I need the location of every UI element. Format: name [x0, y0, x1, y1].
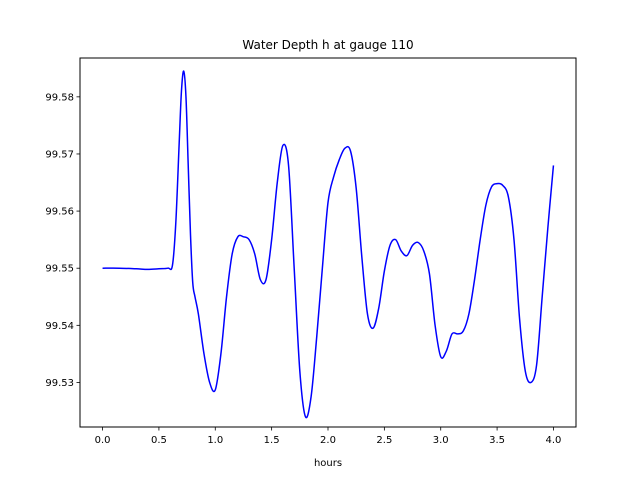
y-axis: 99.53 99.54 99.55 99.56 99.57 99.58: [45, 92, 80, 389]
x-tick-label: 2.0: [320, 435, 336, 446]
x-axis: 0.0 0.5 1.0 1.5 2.0 2.5 3.0 3.5 4.0: [95, 427, 562, 446]
x-tick-label: 1.0: [207, 435, 223, 446]
plot-area: [102, 70, 555, 419]
x-tick-label: 4.0: [546, 435, 562, 446]
series-line-0: [102, 70, 555, 419]
x-axis-label: hours: [314, 458, 342, 469]
y-tick-label: 99.56: [45, 207, 74, 218]
x-tick-label: 0.5: [151, 435, 167, 446]
axes-frame: [79, 57, 577, 428]
x-tick-label: 3.0: [433, 435, 449, 446]
x-tick-label: 2.5: [376, 435, 392, 446]
y-tick-label: 99.57: [45, 149, 74, 160]
y-tick-label: 99.53: [45, 378, 74, 389]
x-tick-label: 0.0: [95, 435, 111, 446]
y-tick-label: 99.58: [45, 92, 74, 103]
y-tick-label: 99.54: [45, 321, 74, 332]
x-tick-label: 1.5: [264, 435, 280, 446]
y-tick-label: 99.55: [45, 264, 74, 275]
chart-title: Water Depth h at gauge 110: [242, 38, 413, 52]
x-tick-label: 3.5: [489, 435, 505, 446]
